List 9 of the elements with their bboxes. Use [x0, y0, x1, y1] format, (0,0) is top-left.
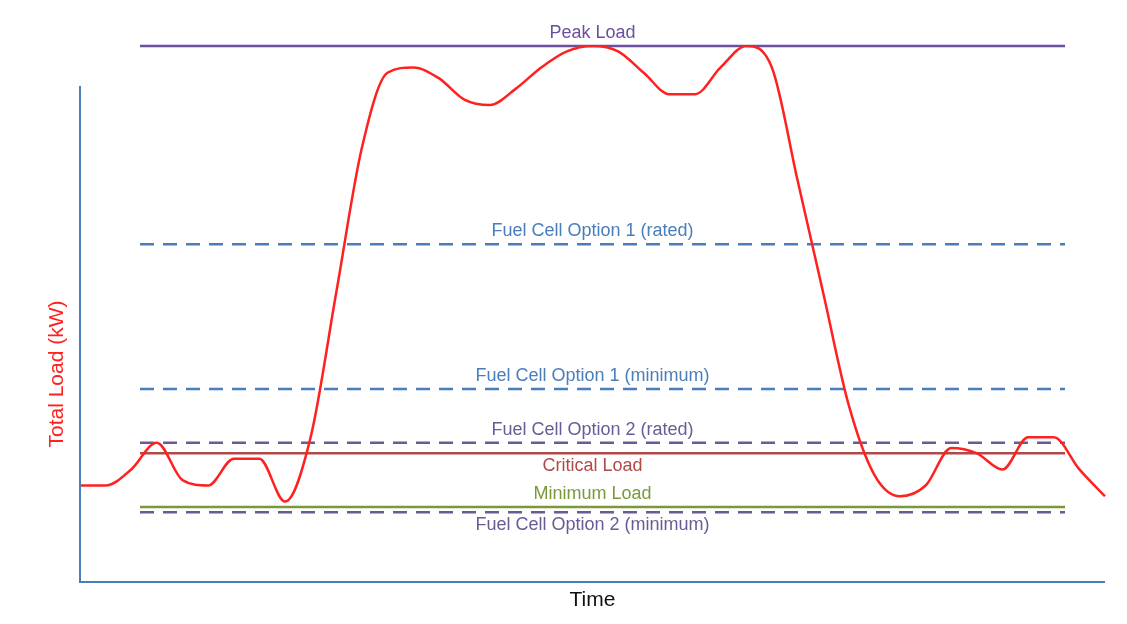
ref-line-label: Fuel Cell Option 2 (rated): [491, 418, 694, 439]
ref-line-label: Fuel Cell Option 1 (minimum): [475, 365, 710, 386]
ref-line-label: Fuel Cell Option 1 (rated): [491, 220, 694, 241]
ref-line-label: Fuel Cell Option 2 (minimum): [475, 514, 710, 535]
y-axis-title: Total Load (kW): [44, 300, 68, 448]
x-axis-title: Time: [569, 587, 616, 611]
ref-line-label: Minimum Load: [533, 482, 652, 503]
ref-line-label: Critical Load: [542, 455, 643, 476]
ref-line-label: Peak Load: [549, 21, 636, 42]
